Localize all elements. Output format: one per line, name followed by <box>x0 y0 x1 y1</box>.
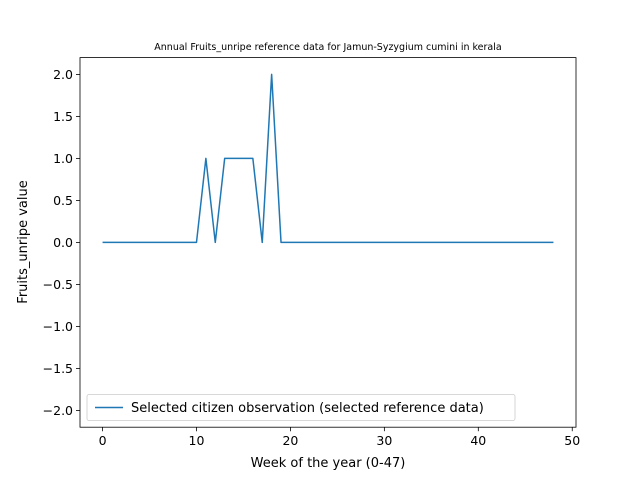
legend-label: Selected citizen observation (selected r… <box>131 401 484 416</box>
y-tick-label: −1.5 <box>43 361 73 376</box>
y-tick-label: −0.5 <box>43 277 73 292</box>
legend-box <box>86 394 516 421</box>
y-axis-label: Fruits_unripe value <box>16 180 31 303</box>
x-tick-label: 10 <box>189 433 205 448</box>
y-tick-label: 0.5 <box>53 193 73 208</box>
y-tick-label: 1.0 <box>53 151 73 166</box>
y-tick-label: 1.5 <box>53 109 73 124</box>
y-tick-label: −2.0 <box>43 403 73 418</box>
x-tick-label: 50 <box>564 433 580 448</box>
x-tick-label: 40 <box>470 433 486 448</box>
y-tick-label: 2.0 <box>53 67 73 82</box>
chart-title: Annual Fruits_unripe reference data for … <box>154 42 501 53</box>
x-tick-label: 20 <box>282 433 298 448</box>
x-tick-label: 0 <box>99 433 107 448</box>
legend: Selected citizen observation (selected r… <box>86 394 516 421</box>
x-tick-label: 30 <box>376 433 392 448</box>
y-tick-label: −1.0 <box>43 319 73 334</box>
x-axis-label: Week of the year (0-47) <box>251 456 406 471</box>
series-line <box>102 73 554 244</box>
y-tick-label: 0.0 <box>53 235 73 250</box>
